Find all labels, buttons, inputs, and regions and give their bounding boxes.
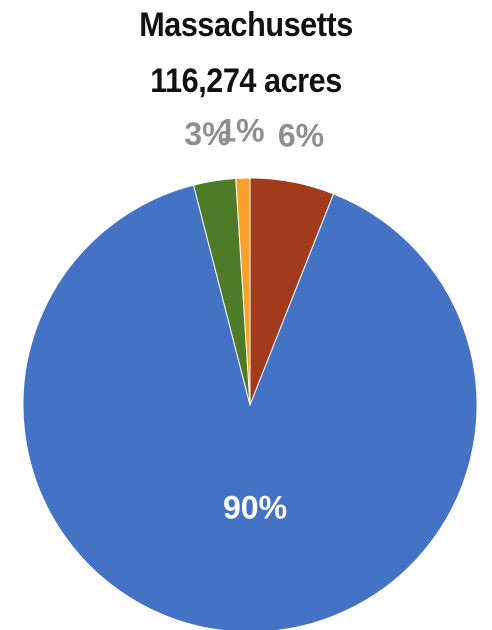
- pie-slice-90pct: [22, 184, 478, 630]
- chart-title: Massachusetts: [139, 6, 353, 44]
- pie-slice-1pct: [235, 177, 251, 406]
- slice-label-6pct: 6%: [278, 117, 324, 153]
- chart-subtitle: 116,274 acres: [150, 62, 342, 100]
- pie-labels: 6% 90% 3%1%: [184, 113, 324, 526]
- pie-slices: [22, 177, 478, 630]
- slice-label-90pct: 90%: [223, 489, 287, 525]
- slice-label-3pct: 3%: [184, 116, 230, 152]
- slice-label-1pct: 1%: [218, 113, 264, 149]
